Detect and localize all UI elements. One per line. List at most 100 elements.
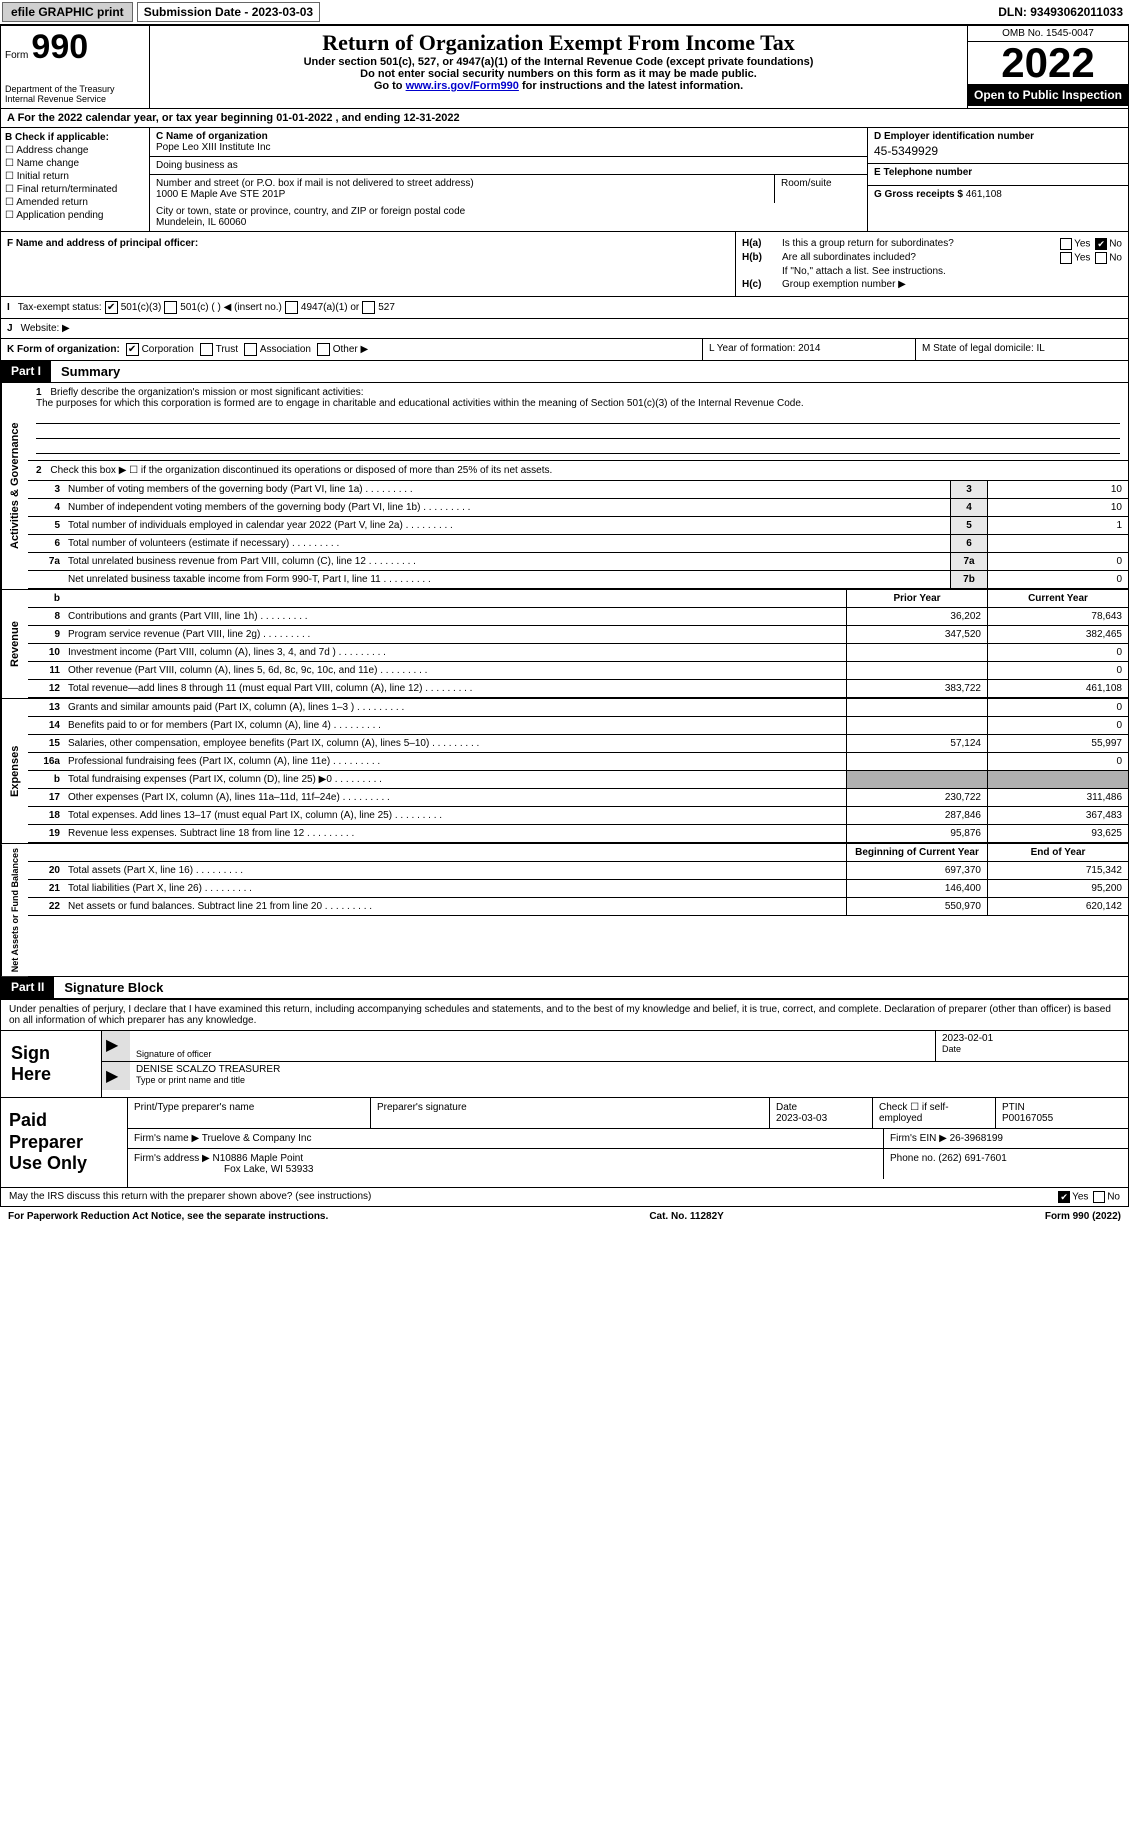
year-formation: L Year of formation: 2014 bbox=[703, 339, 916, 360]
city-label: City or town, state or province, country… bbox=[156, 206, 861, 217]
part-2-label: Part II bbox=[1, 977, 54, 998]
discuss-no[interactable] bbox=[1093, 1191, 1105, 1203]
dept-label: Department of the Treasury bbox=[5, 84, 145, 94]
efile-button[interactable]: efile GRAPHIC print bbox=[2, 2, 133, 22]
footer-right: Form 990 (2022) bbox=[1045, 1211, 1121, 1222]
h-c-label: H(c) bbox=[742, 279, 782, 290]
street-label: Number and street (or P.O. box if mail i… bbox=[156, 178, 768, 189]
footer: For Paperwork Reduction Act Notice, see … bbox=[0, 1207, 1129, 1226]
check-amended-return[interactable]: Amended return bbox=[5, 197, 145, 208]
h-a-text: Is this a group return for subordinates? bbox=[782, 238, 1058, 250]
gross-value: 461,108 bbox=[966, 189, 1002, 200]
chk-527[interactable] bbox=[362, 301, 375, 314]
sig-date-value: 2023-02-01 bbox=[942, 1033, 1122, 1044]
prep-date-label: Date bbox=[776, 1102, 797, 1113]
firm-ein-label: Firm's EIN ▶ bbox=[890, 1133, 947, 1144]
h-b-note: If "No," attach a list. See instructions… bbox=[782, 266, 1122, 277]
principal-officer-label: F Name and address of principal officer: bbox=[7, 238, 198, 249]
revenue-table: bPrior YearCurrent Year8Contributions an… bbox=[28, 590, 1128, 698]
preparer-label: Paid Preparer Use Only bbox=[1, 1098, 128, 1187]
street-value: 1000 E Maple Ave STE 201P bbox=[156, 189, 768, 200]
chk-assoc[interactable] bbox=[244, 343, 257, 356]
signature-block: Under penalties of perjury, I declare th… bbox=[0, 999, 1129, 1188]
prep-date: 2023-03-03 bbox=[776, 1113, 827, 1124]
ptin-value: P00167055 bbox=[1002, 1113, 1053, 1124]
check-final-return[interactable]: Final return/terminated bbox=[5, 184, 145, 195]
type-print-label: Type or print name and title bbox=[136, 1075, 1122, 1085]
part-2-title: Signature Block bbox=[54, 977, 173, 998]
tax-year-range: A For the 2022 calendar year, or tax yea… bbox=[0, 109, 1129, 128]
firm-name-label: Firm's name ▶ bbox=[134, 1133, 199, 1144]
discuss-row: May the IRS discuss this return with the… bbox=[0, 1188, 1129, 1207]
tax-year: 2022 bbox=[968, 42, 1128, 84]
firm-addr-label: Firm's address ▶ bbox=[134, 1153, 210, 1164]
preparer-name-header: Print/Type preparer's name bbox=[128, 1098, 371, 1128]
part-1-label: Part I bbox=[1, 361, 51, 382]
netassets-table: Beginning of Current YearEnd of Year20To… bbox=[28, 844, 1128, 916]
part-2-header: Part II Signature Block bbox=[0, 977, 1129, 999]
sig-officer-label: Signature of officer bbox=[136, 1049, 929, 1059]
form-number: 990 bbox=[31, 28, 88, 66]
check-initial-return[interactable]: Initial return bbox=[5, 171, 145, 182]
room-suite-label: Room/suite bbox=[775, 175, 867, 203]
h-b-yes[interactable] bbox=[1060, 252, 1072, 264]
chk-501c[interactable] bbox=[164, 301, 177, 314]
declaration-text: Under penalties of perjury, I declare th… bbox=[1, 1000, 1128, 1030]
chk-other[interactable] bbox=[317, 343, 330, 356]
phone-label: E Telephone number bbox=[874, 167, 1122, 178]
ein-value: 45-5349929 bbox=[874, 142, 1122, 160]
footer-center: Cat. No. 11282Y bbox=[649, 1211, 723, 1222]
city-value: Mundelein, IL 60060 bbox=[156, 217, 861, 228]
netassets-section: Net Assets or Fund Balances Beginning of… bbox=[0, 843, 1129, 977]
sig-date-label: Date bbox=[942, 1044, 1122, 1054]
prep-self-employed[interactable]: Check ☐ if self-employed bbox=[873, 1098, 996, 1128]
header-sub2: Do not enter social security numbers on … bbox=[154, 68, 963, 80]
h-b-label: H(b) bbox=[742, 252, 782, 264]
dln-label: DLN: 93493062011033 bbox=[992, 3, 1129, 21]
tax-exempt-status-row: I Tax-exempt status: 501(c)(3) 501(c) ( … bbox=[0, 297, 1129, 319]
ein-label: D Employer identification number bbox=[874, 131, 1122, 142]
org-name: Pope Leo XIII Institute Inc bbox=[156, 142, 861, 153]
sig-name-title: DENISE SCALZO TREASURER bbox=[136, 1064, 1122, 1075]
mission-prompt: Briefly describe the organization's miss… bbox=[50, 387, 363, 398]
part-1-header: Part I Summary bbox=[0, 361, 1129, 383]
discuss-yes[interactable]: ✔ bbox=[1058, 1191, 1070, 1203]
dba-label: Doing business as bbox=[156, 160, 861, 171]
line2-text: Check this box ▶ ☐ if the organization d… bbox=[50, 465, 552, 476]
footer-left: For Paperwork Reduction Act Notice, see … bbox=[8, 1211, 328, 1222]
chk-501c3[interactable] bbox=[105, 301, 118, 314]
sign-here-label: Sign Here bbox=[1, 1031, 102, 1097]
officer-group-info: F Name and address of principal officer:… bbox=[0, 232, 1129, 297]
phone-value bbox=[874, 178, 1122, 182]
header-sub3: Go to www.irs.gov/Form990 for instructio… bbox=[154, 80, 963, 92]
firm-addr2: Fox Lake, WI 53933 bbox=[224, 1164, 314, 1175]
revenue-section: Revenue bPrior YearCurrent Year8Contribu… bbox=[0, 589, 1129, 698]
h-a-label: H(a) bbox=[742, 238, 782, 250]
chk-corp[interactable] bbox=[126, 343, 139, 356]
part-1-title: Summary bbox=[51, 361, 130, 382]
chk-4947[interactable] bbox=[285, 301, 298, 314]
submission-date: Submission Date - 2023-03-03 bbox=[137, 2, 320, 22]
firm-ein: 26-3968199 bbox=[950, 1133, 1003, 1144]
mission-num: 1 bbox=[36, 387, 42, 398]
check-address-change[interactable]: Address change bbox=[5, 145, 145, 156]
h-a-yes[interactable] bbox=[1060, 238, 1072, 250]
h-b-no[interactable] bbox=[1095, 252, 1107, 264]
expenses-section: Expenses 13Grants and similar amounts pa… bbox=[0, 698, 1129, 843]
governance-section: Activities & Governance 1 Briefly descri… bbox=[0, 383, 1129, 589]
website-label: Website: ▶ bbox=[21, 323, 70, 334]
check-application-pending[interactable]: Application pending bbox=[5, 210, 145, 221]
check-name-change[interactable]: Name change bbox=[5, 158, 145, 169]
netassets-tab: Net Assets or Fund Balances bbox=[1, 844, 28, 976]
governance-tab: Activities & Governance bbox=[1, 383, 28, 589]
instructions-link[interactable]: www.irs.gov/Form990 bbox=[406, 80, 519, 92]
chk-trust[interactable] bbox=[200, 343, 213, 356]
firm-addr1: N10886 Maple Point bbox=[213, 1153, 304, 1164]
open-public: Open to Public Inspection bbox=[968, 84, 1128, 106]
discuss-text: May the IRS discuss this return with the… bbox=[9, 1191, 1056, 1203]
sig-arrow-1: ▶ bbox=[102, 1031, 130, 1061]
h-a-no[interactable]: ✔ bbox=[1095, 238, 1107, 250]
expenses-tab: Expenses bbox=[1, 699, 28, 843]
h-b-text: Are all subordinates included? bbox=[782, 252, 1058, 264]
irs-label: Internal Revenue Service bbox=[5, 94, 145, 104]
